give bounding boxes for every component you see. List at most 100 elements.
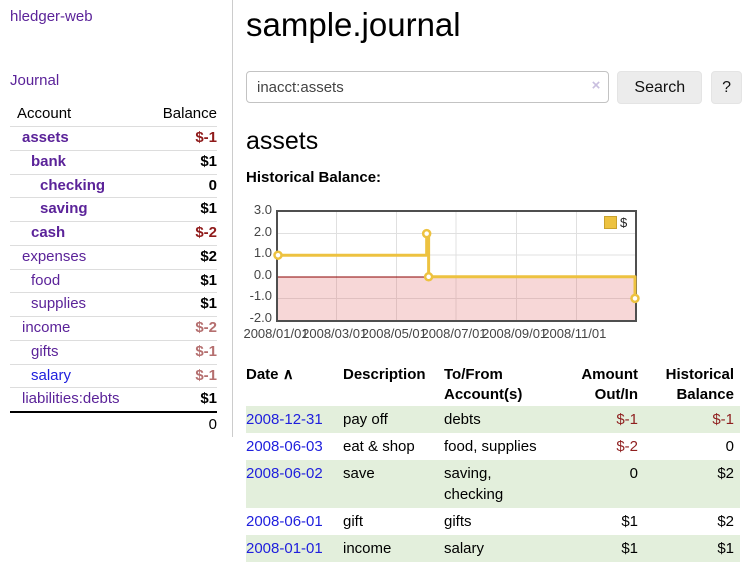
- account-link[interactable]: expenses: [22, 247, 87, 265]
- account-row: food $1: [10, 268, 217, 293]
- transaction-balance: 0: [725, 438, 734, 455]
- transaction-amount: $-2: [616, 438, 638, 455]
- transaction-date-link[interactable]: 2008-06-02: [246, 465, 323, 482]
- account-balance: $-1: [148, 339, 217, 364]
- account-row: salary $-1: [10, 363, 217, 388]
- register-header-row: Date ∧ Description To/From Account(s) Am…: [246, 363, 740, 406]
- app-title: hledger-web: [10, 8, 217, 26]
- account-row: liabilities:debts $1: [10, 387, 217, 412]
- transaction-accounts: food, supplies: [444, 438, 537, 455]
- transaction-balance: $2: [717, 465, 734, 482]
- account-link[interactable]: cash: [31, 224, 66, 241]
- transaction-description: gift: [343, 513, 364, 530]
- account-link[interactable]: income: [22, 319, 71, 336]
- account-balance: $-2: [148, 221, 217, 246]
- account-row: gifts $-1: [10, 339, 217, 364]
- clear-search-icon[interactable]: ×: [591, 77, 601, 94]
- column-header-description: Description: [343, 366, 426, 383]
- x-axis-tick-label: 2008/09/01: [482, 326, 548, 341]
- account-link[interactable]: bank: [31, 152, 67, 170]
- account-balance: $-1: [148, 126, 217, 151]
- y-axis-tick-label: -2.0: [249, 310, 272, 325]
- y-axis-tick-label: -1.0: [249, 288, 272, 304]
- account-heading: assets: [246, 127, 319, 155]
- column-header-date[interactable]: Date ∧: [246, 363, 343, 406]
- account-balance: $1: [148, 197, 217, 222]
- y-axis-tick-label: 1.0: [253, 245, 272, 261]
- account-link[interactable]: saving: [40, 200, 88, 218]
- account-row: income $-2: [10, 316, 217, 341]
- account-link[interactable]: assets: [22, 129, 69, 146]
- account-balance: 0: [148, 173, 217, 198]
- account-balance: $1: [148, 292, 217, 317]
- search-input[interactable]: [246, 71, 610, 103]
- transaction-amount: 0: [629, 465, 638, 482]
- accounts-total-spacer: [10, 411, 149, 438]
- transaction-date-link[interactable]: 2008-06-03: [246, 438, 323, 455]
- account-link[interactable]: salary: [31, 366, 72, 384]
- transaction-amount: $-1: [616, 411, 638, 428]
- transaction-balance: $2: [717, 513, 734, 530]
- transaction-accounts: gifts: [444, 513, 472, 530]
- sidebar: hledger-web Journal Account Balance asse…: [0, 0, 233, 438]
- x-axis-tick-label: 2008/03/01: [302, 326, 368, 341]
- column-header-balance: Historical Balance: [665, 366, 734, 403]
- account-link[interactable]: liabilities:debts: [22, 390, 120, 408]
- account-row: supplies $1: [10, 292, 217, 317]
- accounts-header-account: Account: [17, 105, 72, 122]
- x-axis-tick-label: 2008/07/01: [421, 326, 487, 341]
- transaction-description: pay off: [343, 411, 388, 428]
- account-link[interactable]: gifts: [31, 342, 59, 360]
- main-content: sample.journal × Search ? assets Histori…: [243, 0, 742, 562]
- transaction-description: save: [343, 465, 375, 482]
- page-title: sample.journal: [246, 6, 461, 43]
- transaction-amount: $1: [621, 513, 638, 530]
- transaction-row: 2008-01-01 income salary $1 $1: [246, 535, 740, 562]
- transaction-balance: $1: [717, 540, 734, 557]
- account-balance: $1: [148, 387, 217, 412]
- transaction-date-link[interactable]: 2008-12-31: [246, 411, 323, 428]
- account-row: cash $-2: [10, 221, 217, 246]
- account-row: bank $1: [10, 149, 217, 174]
- app-title-link[interactable]: hledger-web: [10, 8, 93, 25]
- transaction-description: eat & shop: [343, 438, 415, 455]
- transaction-accounts: salary: [444, 540, 485, 557]
- account-balance: $1: [148, 149, 217, 174]
- y-axis-tick-label: 3.0: [253, 202, 272, 217]
- x-axis-tick-label: 2008/01/01: [243, 326, 309, 341]
- transaction-date-link[interactable]: 2008-01-01: [246, 540, 323, 557]
- account-row: checking 0: [10, 173, 217, 198]
- transaction-accounts: debts: [444, 411, 481, 428]
- register-table: Date ∧ Description To/From Account(s) Am…: [246, 363, 740, 562]
- chart-label: Historical Balance:: [246, 169, 382, 186]
- accounts-table: Account Balance assets $-1 bank $1 checking 0…: [10, 102, 217, 438]
- legend-label: $: [620, 215, 628, 230]
- account-balance: $-1: [148, 363, 217, 388]
- account-link[interactable]: food: [31, 271, 61, 289]
- account-balance: $1: [148, 268, 217, 293]
- transaction-date-link[interactable]: 2008-06-01: [246, 513, 323, 530]
- account-balance: $2: [148, 244, 217, 269]
- x-axis-tick-label: 2008/05/01: [361, 326, 427, 341]
- transaction-amount: $1: [621, 540, 638, 557]
- search-box: ×: [246, 71, 610, 103]
- account-row: assets $-1: [10, 126, 217, 151]
- transaction-description: income: [343, 540, 392, 557]
- accounts-total-row: 0: [10, 411, 217, 438]
- account-link[interactable]: checking: [40, 176, 106, 194]
- accounts-header-row: Account Balance: [10, 102, 217, 127]
- sidebar-item-journal[interactable]: Journal: [10, 72, 60, 89]
- accounts-total-value: 0: [148, 411, 217, 438]
- column-header-amount: Amount Out/In: [581, 366, 638, 403]
- search-form: × Search ?: [246, 71, 742, 104]
- transaction-balance: $-1: [712, 411, 734, 428]
- transaction-row: 2008-06-03 eat & shop food, supplies $-2 0: [246, 433, 740, 460]
- account-row: expenses $2: [10, 244, 217, 269]
- sidebar-nav: Journal: [10, 72, 217, 89]
- help-button[interactable]: ?: [711, 71, 742, 104]
- search-button[interactable]: Search: [617, 71, 703, 104]
- account-row: saving $1: [10, 197, 217, 222]
- account-link[interactable]: supplies: [31, 295, 87, 313]
- chart-legend: $: [604, 215, 627, 230]
